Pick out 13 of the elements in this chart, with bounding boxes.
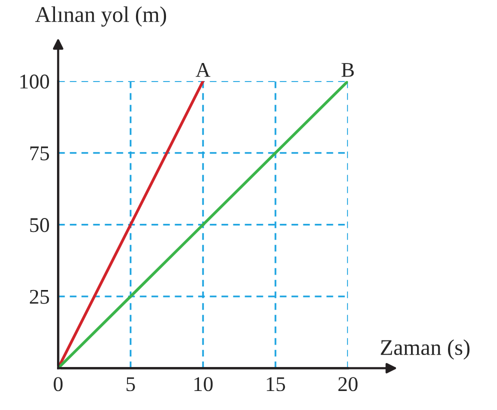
x-tick-label: 0 <box>54 377 63 392</box>
series-label: B <box>342 63 354 77</box>
x-axis-title: Zaman (s) <box>380 339 470 360</box>
series-label: A <box>196 62 210 77</box>
x-tick-label: 20 <box>338 377 358 392</box>
y-tick-label: 50 <box>30 218 50 232</box>
x-tick-label: 5 <box>126 377 135 392</box>
y-tick-label: 25 <box>30 290 49 304</box>
y-axis-title: Alınan yol (m) <box>35 6 166 27</box>
x-tick-label: 15 <box>266 377 286 392</box>
x-tick-label: 10 <box>194 377 213 392</box>
y-tick-label: 75 <box>30 146 49 160</box>
y-tick-label: 100 <box>20 74 50 89</box>
